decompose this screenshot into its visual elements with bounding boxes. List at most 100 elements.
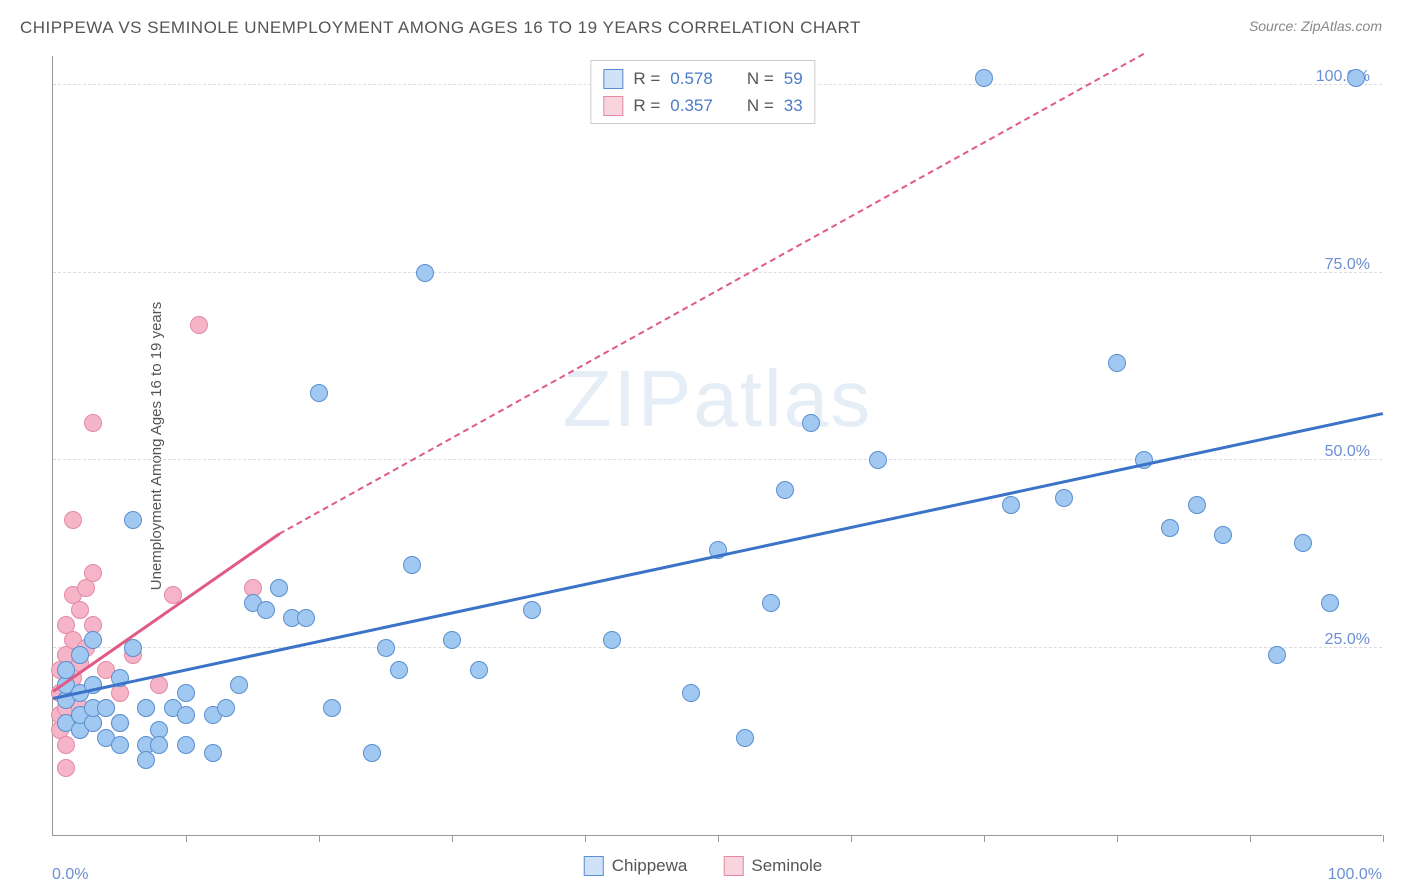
data-point	[64, 511, 82, 529]
data-point	[1321, 594, 1339, 612]
x-tick	[319, 835, 320, 842]
chart-title: CHIPPEWA VS SEMINOLE UNEMPLOYMENT AMONG …	[20, 18, 861, 38]
n-label: N =	[747, 65, 774, 92]
correlation-legend: R = 0.578 N = 59 R = 0.357 N = 33	[590, 60, 815, 124]
data-point	[363, 744, 381, 762]
series-legend: Chippewa Seminole	[584, 856, 822, 876]
x-tick	[1250, 835, 1251, 842]
data-point	[71, 646, 89, 664]
x-tick	[851, 835, 852, 842]
r-label: R =	[633, 92, 660, 119]
data-point	[1002, 496, 1020, 514]
n-value-chippewa: 59	[784, 65, 803, 92]
data-point	[270, 579, 288, 597]
data-point	[323, 699, 341, 717]
data-point	[1188, 496, 1206, 514]
gridline	[53, 459, 1382, 460]
data-point	[1214, 526, 1232, 544]
x-tick	[984, 835, 985, 842]
data-point	[217, 699, 235, 717]
data-point	[137, 699, 155, 717]
data-point	[1108, 354, 1126, 372]
x-axis-min-label: 0.0%	[52, 866, 88, 884]
gridline	[53, 272, 1382, 273]
data-point	[84, 564, 102, 582]
data-point	[137, 751, 155, 769]
data-point	[190, 316, 208, 334]
source-attribution: Source: ZipAtlas.com	[1249, 18, 1382, 34]
data-point	[682, 684, 700, 702]
data-point	[1294, 534, 1312, 552]
r-value-chippewa: 0.578	[670, 65, 713, 92]
legend-label: Seminole	[751, 856, 822, 876]
data-point	[97, 699, 115, 717]
data-point	[204, 744, 222, 762]
legend-item-seminole: Seminole	[723, 856, 822, 876]
x-axis-max-label: 100.0%	[1328, 866, 1382, 884]
x-tick	[186, 835, 187, 842]
data-point	[297, 609, 315, 627]
n-value-seminole: 33	[784, 92, 803, 119]
source-prefix: Source:	[1249, 18, 1301, 34]
data-point	[390, 661, 408, 679]
legend-label: Chippewa	[612, 856, 688, 876]
x-tick	[718, 835, 719, 842]
r-label: R =	[633, 65, 660, 92]
data-point	[1055, 489, 1073, 507]
swatch-seminole	[723, 856, 743, 876]
data-point	[776, 481, 794, 499]
data-point	[377, 639, 395, 657]
swatch-chippewa	[603, 69, 623, 89]
data-point	[230, 676, 248, 694]
y-tick-label: 25.0%	[1325, 631, 1370, 649]
scatter-plot-area: ZIPatlas 25.0%50.0%75.0%100.0%	[52, 56, 1382, 836]
data-point	[1347, 69, 1365, 87]
data-point	[84, 414, 102, 432]
data-point	[177, 684, 195, 702]
data-point	[150, 676, 168, 694]
data-point	[257, 601, 275, 619]
data-point	[975, 69, 993, 87]
data-point	[470, 661, 488, 679]
data-point	[124, 511, 142, 529]
swatch-chippewa	[584, 856, 604, 876]
x-tick	[1383, 835, 1384, 842]
x-tick	[1117, 835, 1118, 842]
data-point	[57, 759, 75, 777]
legend-row-chippewa: R = 0.578 N = 59	[603, 65, 802, 92]
trend-line	[279, 53, 1144, 535]
data-point	[310, 384, 328, 402]
data-point	[403, 556, 421, 574]
data-point	[869, 451, 887, 469]
data-point	[443, 631, 461, 649]
data-point	[71, 601, 89, 619]
data-point	[1161, 519, 1179, 537]
data-point	[802, 414, 820, 432]
data-point	[1268, 646, 1286, 664]
y-tick-label: 50.0%	[1325, 443, 1370, 461]
data-point	[111, 736, 129, 754]
trend-line	[53, 412, 1384, 700]
x-tick	[452, 835, 453, 842]
source-name: ZipAtlas.com	[1301, 18, 1382, 34]
data-point	[603, 631, 621, 649]
data-point	[57, 736, 75, 754]
legend-row-seminole: R = 0.357 N = 33	[603, 92, 802, 119]
y-tick-label: 75.0%	[1325, 256, 1370, 274]
data-point	[736, 729, 754, 747]
data-point	[523, 601, 541, 619]
watermark: ZIPatlas	[563, 353, 872, 445]
n-label: N =	[747, 92, 774, 119]
data-point	[111, 714, 129, 732]
data-point	[762, 594, 780, 612]
data-point	[84, 631, 102, 649]
legend-item-chippewa: Chippewa	[584, 856, 688, 876]
data-point	[177, 706, 195, 724]
x-tick	[585, 835, 586, 842]
swatch-seminole	[603, 96, 623, 116]
data-point	[150, 736, 168, 754]
gridline	[53, 647, 1382, 648]
r-value-seminole: 0.357	[670, 92, 713, 119]
data-point	[177, 736, 195, 754]
data-point	[416, 264, 434, 282]
